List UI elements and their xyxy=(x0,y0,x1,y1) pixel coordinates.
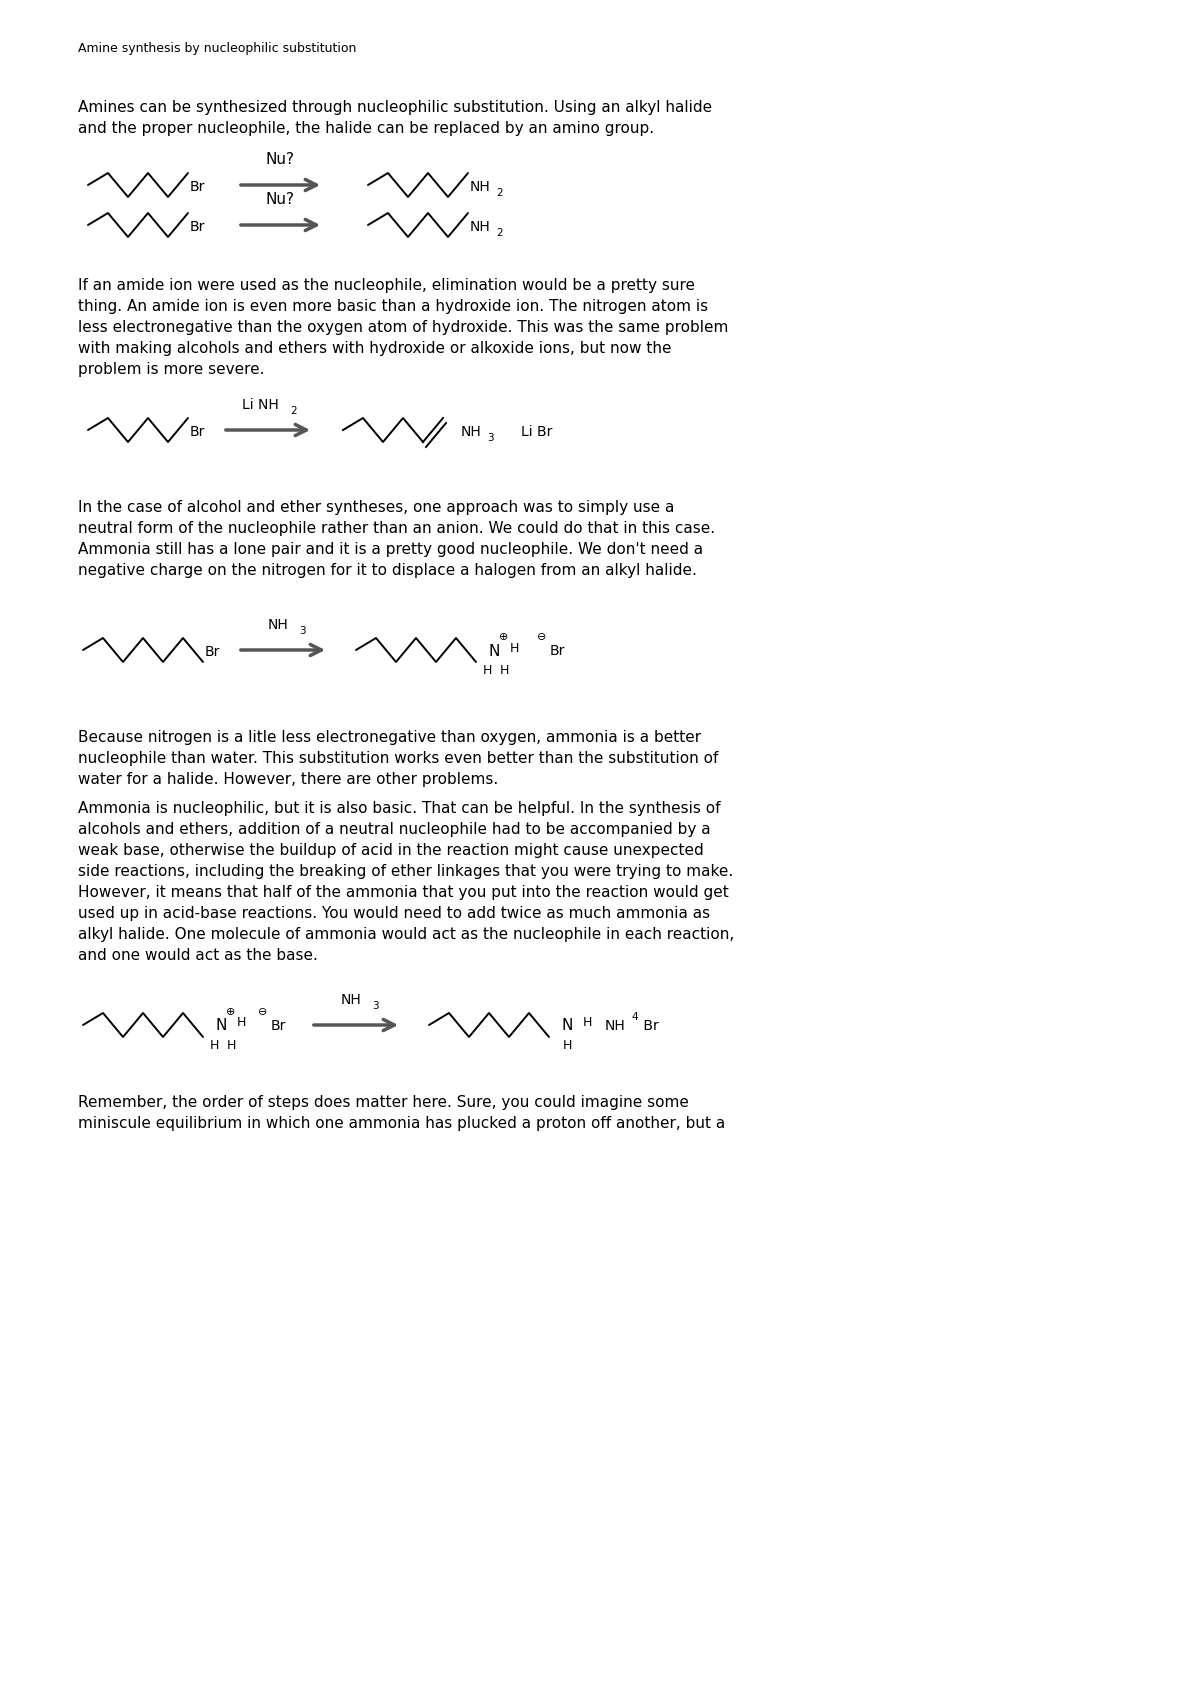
Text: Br: Br xyxy=(550,644,565,659)
Text: side reactions, including the breaking of ether linkages that you were trying to: side reactions, including the breaking o… xyxy=(78,864,733,880)
Text: Ammonia is nucleophilic, but it is also basic. That can be helpful. In the synth: Ammonia is nucleophilic, but it is also … xyxy=(78,801,720,817)
Text: water for a halide. However, there are other problems.: water for a halide. However, there are o… xyxy=(78,773,498,786)
Text: H: H xyxy=(583,1017,593,1029)
Text: Br: Br xyxy=(205,645,221,659)
Text: However, it means that half of the ammonia that you put into the reaction would : However, it means that half of the ammon… xyxy=(78,885,728,900)
Text: Br: Br xyxy=(190,180,205,194)
Text: less electronegative than the oxygen atom of hydroxide. This was the same proble: less electronegative than the oxygen ato… xyxy=(78,319,728,335)
Text: 3: 3 xyxy=(372,1002,379,1010)
Text: 2: 2 xyxy=(290,406,296,416)
Text: miniscule equilibrium in which one ammonia has plucked a proton off another, but: miniscule equilibrium in which one ammon… xyxy=(78,1116,725,1131)
Text: H: H xyxy=(510,642,520,654)
Text: ⊖: ⊖ xyxy=(538,632,547,642)
Text: Amine synthesis by nucleophilic substitution: Amine synthesis by nucleophilic substitu… xyxy=(78,42,356,54)
Text: problem is more severe.: problem is more severe. xyxy=(78,362,264,377)
Text: Br: Br xyxy=(271,1019,287,1032)
Text: H: H xyxy=(563,1039,571,1053)
Text: NH: NH xyxy=(461,424,481,440)
Text: 3: 3 xyxy=(299,627,306,637)
Text: NH: NH xyxy=(470,180,491,194)
Text: NH: NH xyxy=(470,221,491,234)
Text: thing. An amide ion is even more basic than a hydroxide ion. The nitrogen atom i: thing. An amide ion is even more basic t… xyxy=(78,299,708,314)
Text: NH: NH xyxy=(341,993,361,1007)
Text: 3: 3 xyxy=(487,433,493,443)
Text: If an amide ion were used as the nucleophile, elimination would be a pretty sure: If an amide ion were used as the nucleop… xyxy=(78,278,695,294)
Text: Because nitrogen is a litle less electronegative than oxygen, ammonia is a bette: Because nitrogen is a litle less electro… xyxy=(78,730,701,745)
Text: N: N xyxy=(488,644,499,659)
Text: Amines can be synthesized through nucleophilic substitution. Using an alkyl hali: Amines can be synthesized through nucleo… xyxy=(78,100,712,115)
Text: 2: 2 xyxy=(496,228,503,238)
Text: Remember, the order of steps does matter here. Sure, you could imagine some: Remember, the order of steps does matter… xyxy=(78,1095,689,1110)
Text: with making alcohols and ethers with hydroxide or alkoxide ions, but now the: with making alcohols and ethers with hyd… xyxy=(78,341,672,357)
Text: NH: NH xyxy=(268,618,288,632)
Text: H: H xyxy=(499,664,509,678)
Text: N: N xyxy=(562,1019,572,1034)
Text: negative charge on the nitrogen for it to displace a halogen from an alkyl halid: negative charge on the nitrogen for it t… xyxy=(78,564,697,577)
Text: Li NH: Li NH xyxy=(241,397,278,413)
Text: ⊕: ⊕ xyxy=(499,632,509,642)
Text: H: H xyxy=(238,1017,246,1029)
Text: Br: Br xyxy=(640,1019,659,1032)
Text: In the case of alcohol and ether syntheses, one approach was to simply use a: In the case of alcohol and ether synthes… xyxy=(78,499,674,514)
Text: Ammonia still has a lone pair and it is a pretty good nucleophile. We don't need: Ammonia still has a lone pair and it is … xyxy=(78,542,703,557)
Text: Nu?: Nu? xyxy=(265,153,294,166)
Text: neutral form of the nucleophile rather than an anion. We could do that in this c: neutral form of the nucleophile rather t… xyxy=(78,521,715,537)
Text: nucleophile than water. This substitution works even better than the substitutio: nucleophile than water. This substitutio… xyxy=(78,751,719,766)
Text: Br: Br xyxy=(190,424,205,440)
Text: H: H xyxy=(227,1039,235,1053)
Text: Br: Br xyxy=(190,221,205,234)
Text: H: H xyxy=(482,664,492,678)
Text: and the proper nucleophile, the halide can be replaced by an amino group.: and the proper nucleophile, the halide c… xyxy=(78,121,654,136)
Text: alcohols and ethers, addition of a neutral nucleophile had to be accompanied by : alcohols and ethers, addition of a neutr… xyxy=(78,822,710,837)
Text: 2: 2 xyxy=(496,188,503,199)
Text: and one would act as the base.: and one would act as the base. xyxy=(78,947,318,963)
Text: ⊖: ⊖ xyxy=(258,1007,268,1017)
Text: N: N xyxy=(215,1019,227,1034)
Text: alkyl halide. One molecule of ammonia would act as the nucleophile in each react: alkyl halide. One molecule of ammonia wo… xyxy=(78,927,734,942)
Text: weak base, otherwise the buildup of acid in the reaction might cause unexpected: weak base, otherwise the buildup of acid… xyxy=(78,842,703,857)
Text: used up in acid-base reactions. You would need to add twice as much ammonia as: used up in acid-base reactions. You woul… xyxy=(78,907,710,920)
Text: Li Br: Li Br xyxy=(521,424,552,440)
Text: ⊕: ⊕ xyxy=(227,1007,235,1017)
Text: H: H xyxy=(209,1039,218,1053)
Text: 4: 4 xyxy=(631,1012,637,1022)
Text: Nu?: Nu? xyxy=(265,192,294,207)
Text: NH: NH xyxy=(605,1019,625,1032)
